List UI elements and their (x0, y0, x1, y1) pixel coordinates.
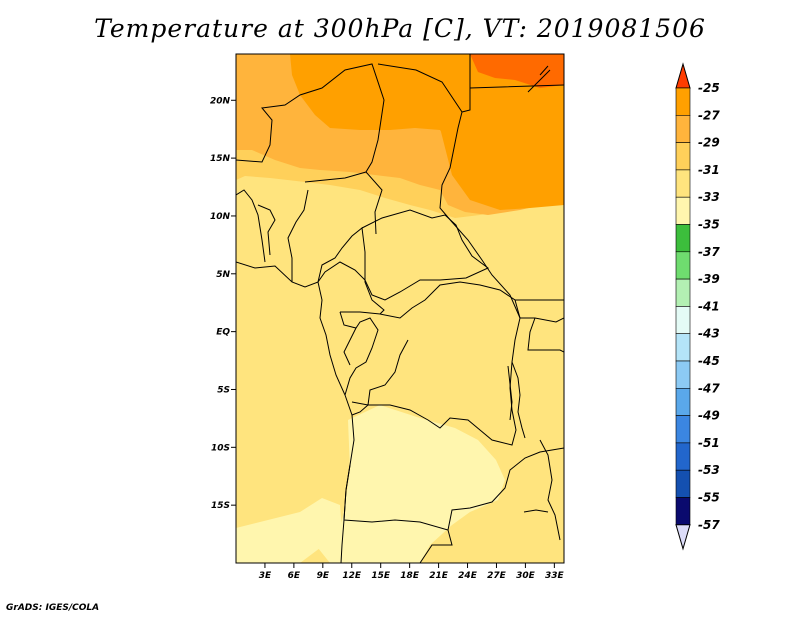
colorbar-swatch-8 (675, 306, 691, 334)
border-drc (351, 281, 521, 446)
temperature-field (236, 54, 564, 563)
colorbar-swatch-10 (675, 360, 691, 389)
colorbar-top-arrow (675, 62, 691, 89)
colorbar-label-8: -41 (698, 299, 720, 313)
latitude-axis: 20N 15N 10N 5N EQ 5S 10S 15S (210, 96, 236, 511)
colorbar-legend: -25 -27 -29 -31 -33 -35 -37 -39 -41 -43 -45 -47 -49 -… (675, 62, 720, 551)
colorbar-label-3: -31 (698, 163, 720, 177)
lon-tick-label-5: 18E (400, 571, 420, 581)
border-libya-egypt (461, 54, 564, 113)
colorbar-swatch-12 (675, 415, 691, 444)
colorbar-label-12: -49 (698, 409, 720, 423)
border-west-sahel (236, 63, 385, 235)
colorbar-label-6: -37 (698, 245, 720, 259)
colorbar-label-7: -39 (698, 272, 720, 286)
border-angola (343, 404, 453, 563)
border-nigeria (287, 171, 367, 282)
map-frame (235, 53, 565, 564)
lat-tick-label-4: EQ (216, 328, 230, 338)
border-gabon-congo (339, 311, 379, 396)
colorbar-label-11: -47 (698, 381, 720, 395)
colorbar-label-0: -25 (698, 81, 720, 95)
country-borders (236, 54, 564, 563)
lat-tick-label-2: 10N (210, 212, 231, 222)
longitude-axis: 3E 6E 9E 12E 15E 18E 21E 24E 27E 30E 33E (259, 563, 565, 581)
colorbar-label-5: -35 (698, 218, 720, 232)
lat-tick-label-0: 20N (210, 96, 231, 106)
colorbar-swatch-15 (675, 497, 691, 526)
colorbar-label-4: -33 (698, 190, 720, 204)
lon-tick-label-1: 6E (288, 571, 301, 581)
lon-tick-label-2: 9E (317, 571, 330, 581)
colorbar-label-10: -45 (698, 354, 720, 368)
colorbar-swatch-13 (675, 442, 691, 471)
lon-tick-label-8: 27E (487, 571, 507, 581)
colorbar-swatch-1 (675, 115, 691, 143)
lake-tanganyika (507, 361, 526, 439)
colorbar-swatch-11 (675, 387, 691, 416)
lat-tick-label-6: 10S (211, 443, 230, 453)
map-title: Temperature at 300hPa [C], VT: 201908150… (94, 14, 706, 43)
colorbar-swatch-5 (675, 224, 691, 253)
border-central-africa (317, 209, 489, 301)
colorbar-swatch-3 (675, 169, 691, 198)
credit-text: GrADS: IGES/COLA (6, 603, 100, 613)
border-red-sea (527, 65, 551, 93)
colorbar-label-16: -57 (698, 518, 720, 532)
colorbar-swatch-9 (675, 333, 691, 362)
lat-tick-label-5: 5S (217, 385, 230, 395)
border-malawi-moz (523, 439, 561, 541)
band-minus-35 (318, 405, 505, 563)
lon-tick-label-7: 24E (458, 571, 478, 581)
colorbar-label-2: -29 (698, 136, 720, 150)
band-minus-27-ne (440, 90, 564, 210)
lat-tick-label-1: 15N (210, 154, 231, 164)
colorbar-swatch-0 (675, 87, 691, 116)
coast-west-africa (236, 189, 276, 263)
lat-tick-label-7: 15S (211, 501, 230, 511)
colorbar-label-15: -55 (698, 491, 720, 505)
border-east (515, 299, 564, 353)
lat-tick-label-3: 5N (216, 270, 230, 280)
lon-tick-label-6: 21E (429, 571, 449, 581)
colorbar-swatch-7 (675, 278, 691, 307)
lon-tick-label-0: 3E (259, 571, 272, 581)
border-chad-sudan (377, 63, 521, 319)
colorbar-label-13: -51 (698, 436, 720, 450)
colorbar-label-14: -53 (698, 463, 720, 477)
colorbar-bottom-arrow (675, 524, 691, 551)
lon-tick-label-4: 15E (371, 571, 391, 581)
colorbar-swatch-14 (675, 469, 691, 498)
lon-tick-label-3: 12E (342, 571, 362, 581)
colorbar-label-1: -27 (698, 108, 720, 122)
lon-tick-label-10: 33E (545, 571, 565, 581)
colorbar-swatch-4 (675, 196, 691, 225)
colorbar-label-9: -43 (698, 327, 720, 341)
colorbar-swatch-6 (675, 251, 691, 280)
lon-tick-label-9: 30E (516, 571, 536, 581)
band-minus-35-sw (236, 498, 342, 563)
colorbar-swatch-2 (675, 142, 691, 171)
